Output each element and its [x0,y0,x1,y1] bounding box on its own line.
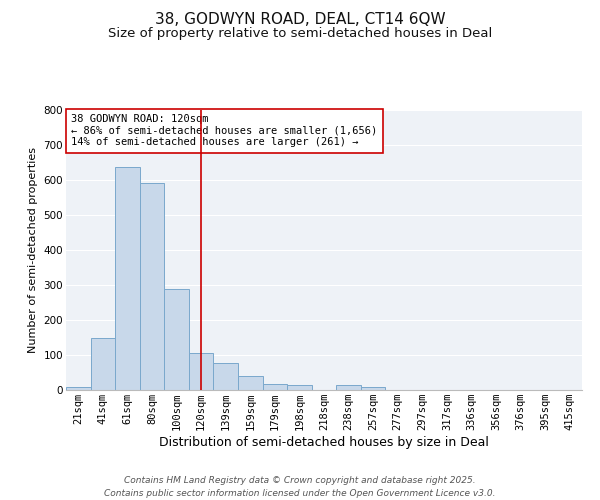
Bar [189,353,214,390]
Bar [263,384,287,390]
Bar [91,338,115,390]
Bar [336,385,361,390]
Bar [115,166,140,390]
Text: Size of property relative to semi-detached houses in Deal: Size of property relative to semi-detach… [108,28,492,40]
Bar [361,386,385,390]
Bar [66,386,91,390]
Y-axis label: Number of semi-detached properties: Number of semi-detached properties [28,147,38,353]
Bar [214,362,238,390]
Text: 38, GODWYN ROAD, DEAL, CT14 6QW: 38, GODWYN ROAD, DEAL, CT14 6QW [155,12,445,28]
Bar [238,376,263,390]
Bar [140,184,164,390]
X-axis label: Distribution of semi-detached houses by size in Deal: Distribution of semi-detached houses by … [159,436,489,449]
Bar [287,385,312,390]
Text: Contains HM Land Registry data © Crown copyright and database right 2025.
Contai: Contains HM Land Registry data © Crown c… [104,476,496,498]
Text: 38 GODWYN ROAD: 120sqm
← 86% of semi-detached houses are smaller (1,656)
14% of : 38 GODWYN ROAD: 120sqm ← 86% of semi-det… [71,114,377,148]
Bar [164,288,189,390]
